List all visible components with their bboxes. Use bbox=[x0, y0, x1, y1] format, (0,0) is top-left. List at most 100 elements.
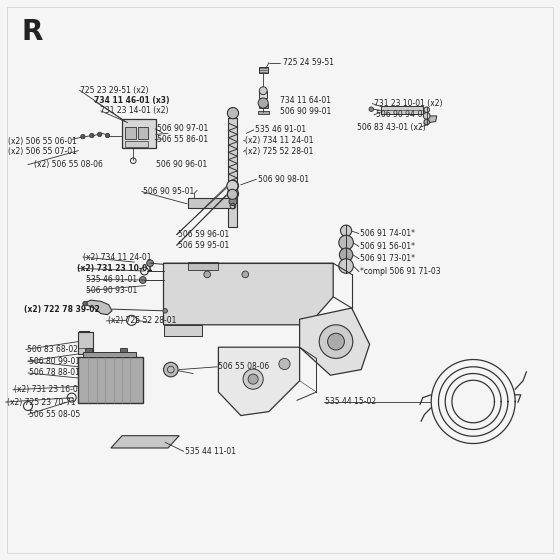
Bar bbox=[125, 127, 136, 139]
Text: 506 90 97-01: 506 90 97-01 bbox=[157, 124, 208, 133]
Text: 506 91 56-01*: 506 91 56-01* bbox=[360, 242, 415, 251]
Circle shape bbox=[340, 225, 352, 236]
Text: (x2) 722 78 39-02: (x2) 722 78 39-02 bbox=[24, 305, 100, 314]
Circle shape bbox=[227, 189, 237, 199]
Circle shape bbox=[227, 180, 239, 192]
Text: 734 11 46-01 (x3): 734 11 46-01 (x3) bbox=[94, 96, 170, 105]
Text: 506 90 95-01: 506 90 95-01 bbox=[143, 187, 194, 196]
Text: 506 83 43-01 (x2): 506 83 43-01 (x2) bbox=[357, 123, 426, 132]
Polygon shape bbox=[164, 325, 202, 336]
Text: 734 11 64-01: 734 11 64-01 bbox=[280, 96, 331, 105]
Text: 506 90 98-01: 506 90 98-01 bbox=[258, 175, 309, 184]
Circle shape bbox=[243, 369, 263, 389]
Text: (x2) 725 23 70-71: (x2) 725 23 70-71 bbox=[7, 398, 76, 407]
Circle shape bbox=[242, 271, 249, 278]
Circle shape bbox=[424, 119, 430, 125]
Text: 506 83 68-02: 506 83 68-02 bbox=[27, 345, 78, 354]
Text: 731 23 10-01 (x2): 731 23 10-01 (x2) bbox=[374, 99, 442, 108]
Text: 506 80 99-01: 506 80 99-01 bbox=[29, 357, 80, 366]
Circle shape bbox=[424, 107, 430, 113]
Bar bbox=[138, 127, 148, 139]
Circle shape bbox=[227, 188, 239, 199]
Text: 506 55 86-01: 506 55 86-01 bbox=[157, 135, 208, 144]
Bar bbox=[228, 118, 237, 227]
Text: R: R bbox=[21, 18, 43, 46]
Text: 535 46 91-01: 535 46 91-01 bbox=[86, 275, 137, 284]
Text: 506 91 73-01*: 506 91 73-01* bbox=[360, 254, 415, 263]
Circle shape bbox=[328, 333, 344, 350]
Text: (x2) 506 55 06-01: (x2) 506 55 06-01 bbox=[8, 137, 77, 146]
Text: *compl 506 91 71-03: *compl 506 91 71-03 bbox=[360, 267, 441, 276]
Text: 506 91 74-01*: 506 91 74-01* bbox=[360, 229, 415, 238]
Text: 725 24 59-51: 725 24 59-51 bbox=[283, 58, 334, 67]
Circle shape bbox=[90, 133, 94, 138]
Circle shape bbox=[105, 133, 110, 138]
Text: 506 90 96-01: 506 90 96-01 bbox=[156, 160, 207, 169]
Polygon shape bbox=[300, 308, 370, 375]
Bar bbox=[78, 357, 143, 403]
Circle shape bbox=[97, 132, 102, 137]
Text: 506 90 93-01: 506 90 93-01 bbox=[86, 286, 137, 295]
Circle shape bbox=[319, 325, 353, 358]
Text: (x2) 506 55 07-01: (x2) 506 55 07-01 bbox=[8, 147, 77, 156]
Bar bbox=[258, 111, 269, 114]
Bar bbox=[259, 91, 267, 98]
Polygon shape bbox=[111, 436, 179, 448]
Circle shape bbox=[339, 259, 353, 273]
Polygon shape bbox=[83, 300, 112, 315]
Circle shape bbox=[423, 113, 430, 119]
Text: 725 23 29-51 (x2): 725 23 29-51 (x2) bbox=[80, 86, 148, 95]
Text: (x2) 734 11 24-01: (x2) 734 11 24-01 bbox=[83, 253, 151, 262]
Circle shape bbox=[279, 358, 290, 370]
Bar bbox=[122, 119, 156, 148]
Polygon shape bbox=[80, 332, 91, 347]
Bar bbox=[85, 348, 92, 352]
Text: 535 46 91-01: 535 46 91-01 bbox=[255, 125, 306, 134]
Circle shape bbox=[258, 98, 268, 108]
Polygon shape bbox=[381, 106, 423, 114]
Circle shape bbox=[164, 362, 178, 377]
Text: 506 90 99-01: 506 90 99-01 bbox=[280, 108, 332, 116]
Circle shape bbox=[339, 248, 353, 262]
Text: (x2) 506 55 08-06: (x2) 506 55 08-06 bbox=[34, 160, 102, 169]
Bar bbox=[120, 348, 127, 352]
Text: (x2) 734 11 24-01: (x2) 734 11 24-01 bbox=[245, 136, 313, 145]
Text: 506 78 88-01: 506 78 88-01 bbox=[29, 368, 80, 377]
Text: 506 55 08-05: 506 55 08-05 bbox=[29, 410, 81, 419]
Text: 506 90 94-01: 506 90 94-01 bbox=[376, 110, 428, 119]
Text: 731 23 14-01 (x2): 731 23 14-01 (x2) bbox=[100, 106, 168, 115]
Text: 535 44 11-01: 535 44 11-01 bbox=[185, 447, 236, 456]
Bar bbox=[259, 104, 268, 108]
Circle shape bbox=[248, 374, 258, 384]
Polygon shape bbox=[164, 263, 333, 325]
Bar bbox=[259, 67, 268, 73]
Text: 506 59 96-01: 506 59 96-01 bbox=[178, 230, 230, 239]
Circle shape bbox=[227, 108, 239, 119]
Circle shape bbox=[204, 271, 211, 278]
Text: 506 59 95-01: 506 59 95-01 bbox=[178, 241, 230, 250]
Text: (x2) 731 23 16-01: (x2) 731 23 16-01 bbox=[14, 385, 82, 394]
Bar bbox=[83, 352, 136, 357]
Bar bbox=[125, 141, 148, 147]
Text: (x2) 725 52 28-01: (x2) 725 52 28-01 bbox=[245, 147, 313, 156]
Circle shape bbox=[339, 235, 353, 250]
Circle shape bbox=[147, 260, 153, 267]
Text: (x2) 725 52 28-01: (x2) 725 52 28-01 bbox=[108, 316, 176, 325]
Circle shape bbox=[83, 301, 87, 306]
Circle shape bbox=[229, 198, 237, 206]
Circle shape bbox=[369, 107, 374, 111]
Bar bbox=[188, 198, 234, 208]
Circle shape bbox=[139, 277, 146, 283]
Polygon shape bbox=[218, 347, 300, 416]
Bar bbox=[78, 332, 93, 354]
Circle shape bbox=[259, 87, 267, 95]
Circle shape bbox=[163, 309, 167, 313]
Circle shape bbox=[81, 134, 85, 139]
Text: *: * bbox=[343, 267, 347, 276]
Circle shape bbox=[227, 180, 238, 192]
Text: 535 44 15-02: 535 44 15-02 bbox=[325, 397, 376, 406]
Bar bbox=[188, 262, 218, 270]
Polygon shape bbox=[426, 116, 437, 123]
Text: 506 55 08-06: 506 55 08-06 bbox=[218, 362, 270, 371]
Text: (x2) 731 23 10-01: (x2) 731 23 10-01 bbox=[77, 264, 153, 273]
